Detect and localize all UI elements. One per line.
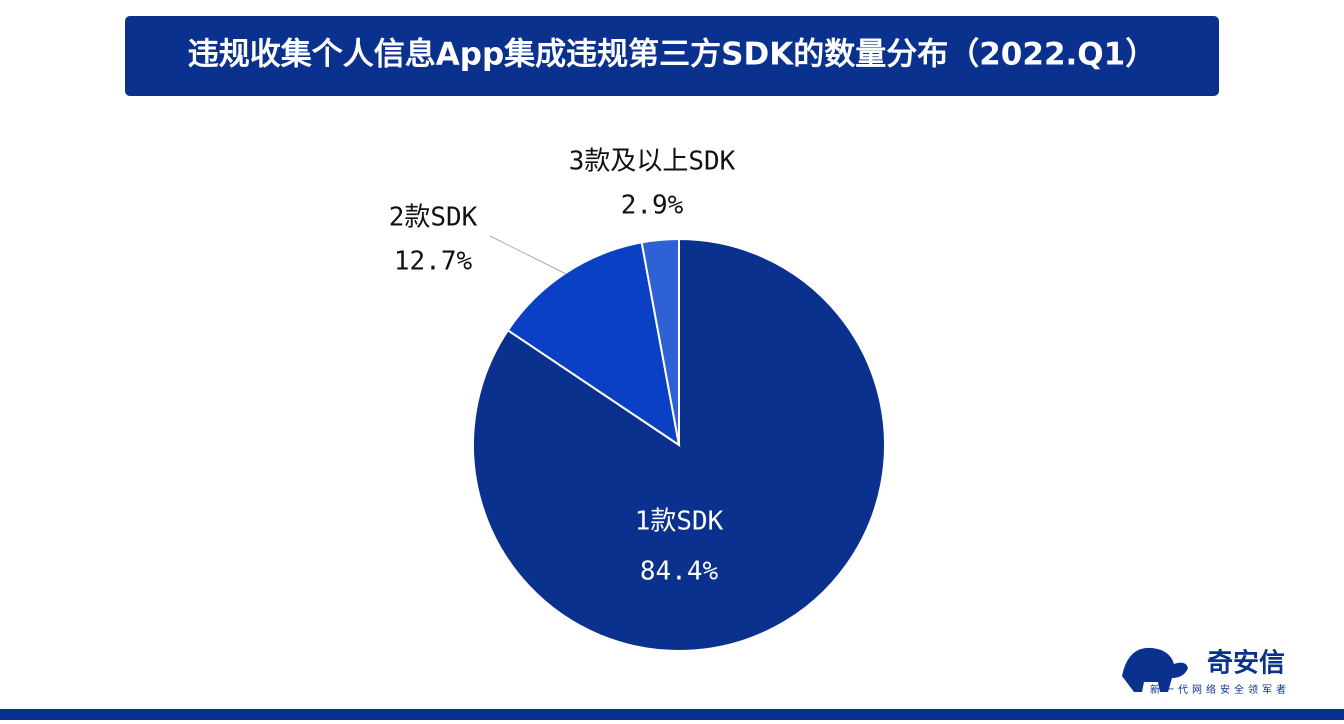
pie-slice <box>506 241 681 448</box>
logo-icon <box>1122 647 1188 692</box>
title-bar <box>125 16 1219 96</box>
value-label: 12.7% <box>394 247 473 277</box>
footer-bar <box>0 709 1344 720</box>
pie-slice <box>472 237 886 652</box>
pie-slice <box>640 237 680 446</box>
category-label: 2款SDK <box>389 203 478 233</box>
leader-line <box>489 235 567 275</box>
logo: 奇安信 新一代网络安全领军者 <box>1122 647 1290 696</box>
category-label: 3款及以上SDK <box>569 147 736 177</box>
pie: 1款SDK 84.4% 2款SDK 12.7% 3款及以上SDK 2.9% <box>389 147 886 652</box>
value-label: 84.4% <box>640 557 719 587</box>
category-label: 1款SDK <box>635 507 724 537</box>
value-label: 2.9% <box>621 191 684 221</box>
logo-name: 奇安信 <box>1207 649 1285 679</box>
logo-slogan: 新一代网络安全领军者 <box>1150 683 1290 696</box>
chart-title: 违规收集个人信息App集成违规第三方SDK的数量分布（2022.Q1） <box>188 37 1156 73</box>
